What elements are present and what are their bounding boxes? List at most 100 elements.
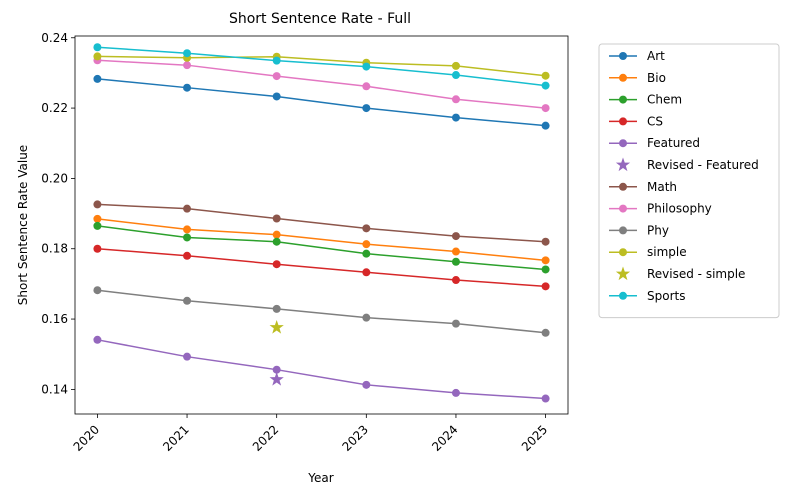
data-point-cs-2023 [362,268,371,277]
plot-frame [74,35,569,415]
legend-entry-revised-simple: Revised - simple [615,266,745,281]
data-point-math-2024 [451,232,460,241]
data-point-sports-2024 [451,71,460,80]
data-point-sports-2023 [362,62,371,71]
series-line-math [97,203,546,243]
legend-label-revised-simple: Revised - simple [647,267,745,281]
legend-label-revised-featured: Revised - Featured [647,158,759,172]
data-point-art-2020 [93,74,102,83]
data-point-sports-2020 [93,43,102,52]
data-point-chem-2024 [451,257,460,266]
data-point-phy-2024 [451,319,460,328]
data-point-simple-2025 [541,71,550,80]
legend-label-cs: CS [647,114,663,128]
legend-entry-chem: Chem [609,93,682,107]
data-point-featured-2022 [272,365,281,374]
y-tick-label-4: 0.22 [41,101,68,115]
series-cs [93,244,550,291]
series-line-phy [97,289,546,334]
legend: Art Bio Chem CS Featured Revised - Featured Ma… [598,43,780,319]
legend-label-phy: Phy [647,223,669,237]
series-line-bio [97,218,546,262]
series-featured [93,335,550,403]
data-point-bio-2024 [451,247,460,256]
series-art [93,74,550,130]
legend-label-chem: Chem [647,93,682,107]
data-point-cs-2020 [93,244,102,253]
x-tick-label-2024: 2024 [429,422,460,453]
data-point-sports-2022 [272,56,281,65]
data-point-phy-2022 [272,304,281,313]
data-point-philosophy-2022 [272,72,281,81]
chart-title: Short Sentence Rate - Full [229,11,411,27]
series-math [93,200,550,246]
x-tick-label-2025: 2025 [519,422,550,453]
series-line-philosophy [97,59,546,109]
data-point-phy-2025 [541,328,550,337]
series-philosophy [93,56,550,113]
legend-marker-chem [619,95,627,104]
data-point-cs-2022 [272,260,281,269]
data-point-math-2022 [272,214,281,223]
legend-marker-philosophy [619,204,627,213]
data-point-math-2023 [362,224,371,233]
data-point-art-2025 [541,121,550,130]
data-point-art-2022 [272,92,281,101]
series-simple [93,52,550,80]
star-marker-revised-featured-2022 [269,372,284,386]
data-point-simple-2020 [93,52,102,61]
series-sports [93,43,550,90]
series-line-cs [97,247,546,288]
series-line-featured [97,339,546,400]
legend-star-revised-featured [615,157,631,172]
series-line-art [97,78,546,127]
legend-marker-bio [619,73,627,82]
legend-entry-art: Art [609,49,665,63]
plot-area [93,43,550,403]
data-point-sports-2025 [541,81,550,90]
y-tick-label-2: 0.18 [41,242,68,256]
data-point-bio-2023 [362,240,371,249]
axes: 2020 2021 2022 2023 2024 2025 0.14 0.16 0.18 0.20… [41,31,569,454]
data-point-cs-2025 [541,282,550,291]
data-point-featured-2024 [451,388,460,397]
legend-entry-sports: Sports [609,289,685,303]
data-point-chem-2022 [272,237,281,246]
legend-entry-philosophy: Philosophy [609,202,712,216]
x-tick-label-2020: 2020 [71,422,102,453]
data-point-bio-2022 [272,230,281,239]
data-point-featured-2025 [541,394,550,403]
data-point-sports-2021 [183,49,192,58]
legend-label-featured: Featured [647,136,700,150]
data-point-phy-2021 [183,296,192,305]
legend-label-bio: Bio [647,71,666,85]
data-point-philosophy-2021 [183,61,192,70]
legend-marker-simple [619,248,627,257]
legend-marker-featured [619,139,627,148]
data-point-art-2021 [183,83,192,92]
legend-marker-phy [619,226,627,235]
data-point-featured-2020 [93,335,102,344]
data-point-chem-2025 [541,265,550,274]
series-bio [93,214,550,265]
data-point-bio-2020 [93,214,102,223]
data-point-simple-2024 [451,61,460,70]
legend-label-philosophy: Philosophy [647,202,712,216]
x-tick-label-2022: 2022 [250,422,281,453]
legend-star-revised-simple [615,266,631,281]
series-revised-featured [269,372,284,386]
y-tick-label-0: 0.14 [41,382,68,396]
legend-entry-featured: Featured [609,136,700,150]
data-point-chem-2023 [362,249,371,258]
legend-label-sports: Sports [647,289,685,303]
data-point-chem-2021 [183,233,192,242]
data-point-math-2025 [541,237,550,246]
series-phy [93,286,550,337]
x-axis-title: Year [307,471,333,485]
legend-entry-revised-featured: Revised - Featured [615,157,759,172]
y-axis-title: Short Sentence Rate Value [16,145,30,305]
data-point-philosophy-2023 [362,82,371,91]
data-point-featured-2021 [183,352,192,361]
legend-box [598,43,780,319]
data-point-cs-2024 [451,276,460,285]
